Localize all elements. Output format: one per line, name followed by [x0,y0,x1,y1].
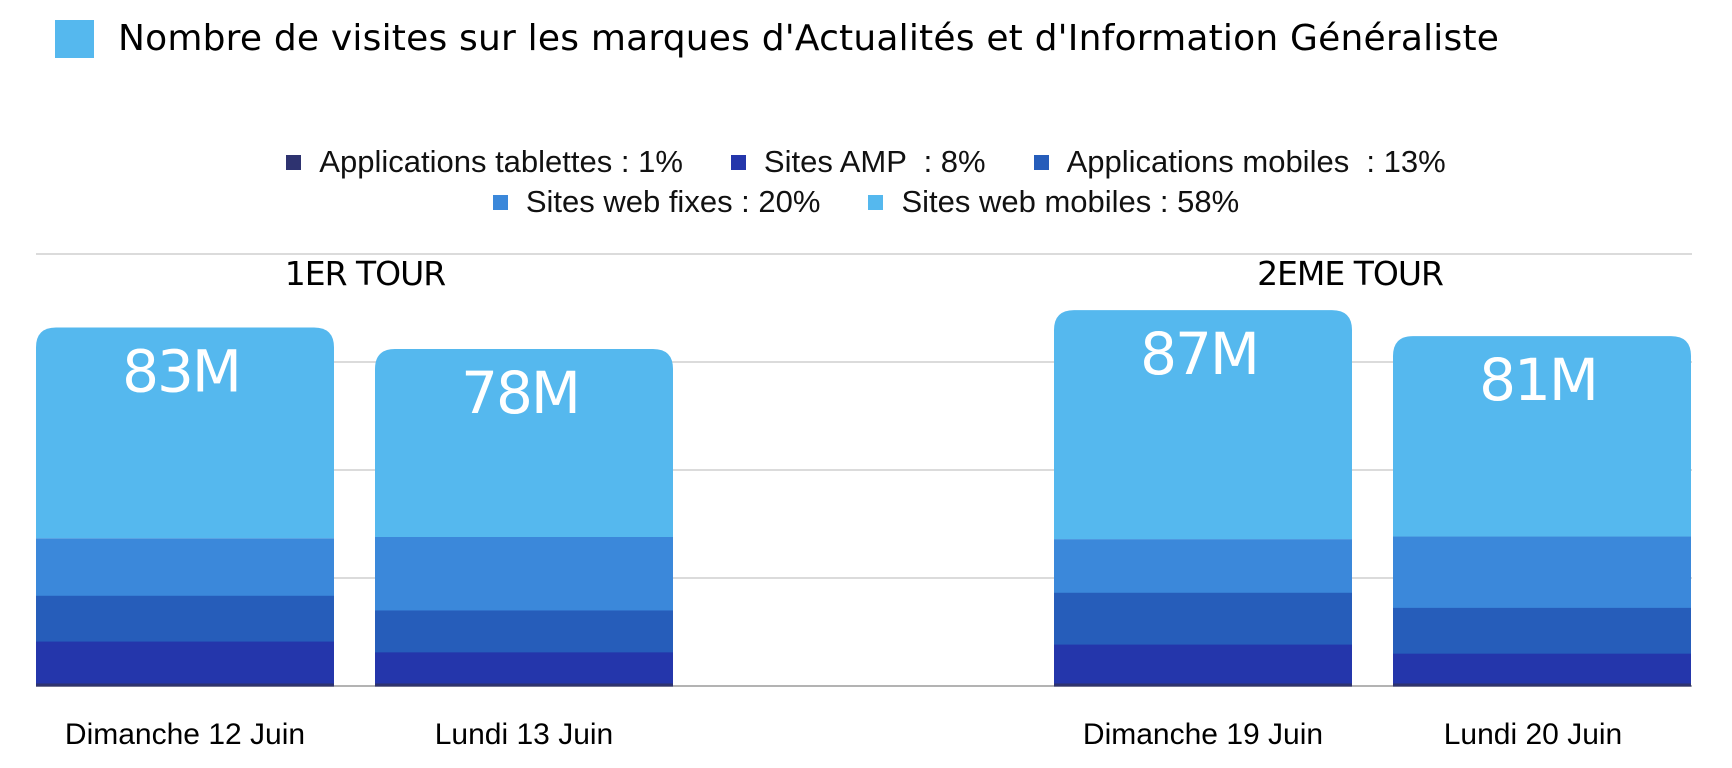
bar-stack: 81M [1393,336,1691,687]
bar-segment-sites-web-fixes [1393,536,1691,608]
legend-marker-icon [1033,154,1049,170]
chart-title: Nombre de visites sur les marques d'Actu… [55,18,1499,59]
bar-segment-applications-tablettes [1393,682,1691,687]
bar-stack: 87M [1054,310,1352,687]
legend-marker-icon [286,154,302,170]
legend-marker-icon [868,194,884,210]
bar-stack: 78M [375,349,673,687]
legend: Applications tablettes : 1% Sites AMP : … [0,142,1732,222]
group-label-second-round: 2EME TOUR [1257,254,1443,293]
x-label: Dimanche 19 Juin [1083,718,1323,751]
bar-value-label: 78M [461,359,579,427]
bar-segment-sites-web-mobiles [1393,336,1691,537]
legend-label: Applications mobiles : 13% [1066,144,1446,179]
bar-segment-sites-web-fixes [1054,539,1352,593]
bar-segment-applications-mobiles [375,609,673,653]
legend-item-tablet-apps: Applications tablettes : 1% [286,144,683,180]
bar-value-label: 81M [1479,346,1597,414]
legend-item-desktop-web: Sites web fixes : 20% [492,184,821,220]
bar-segment-applications-tablettes [36,682,334,687]
legend-marker-icon [730,154,746,170]
legend-item-mobile-apps: Applications mobiles : 13% [1033,144,1446,180]
x-label: Lundi 13 Juin [435,718,613,751]
chart-title-text: Nombre de visites sur les marques d'Actu… [118,18,1500,59]
bar-value-label: 87M [1140,320,1258,388]
group-label-first-round: 1ER TOUR [285,254,446,293]
bar-segment-applications-tablettes [375,682,673,687]
bars: 83M 78M 87M 81M [36,310,1691,687]
legend-label: Sites web mobiles : 58% [901,184,1240,219]
bar-segment-sites-web-mobiles [1054,310,1352,540]
bar-stack: 83M [36,327,334,687]
x-axis-labels: Dimanche 12 Juin Lundi 13 Juin Dimanche … [65,718,1622,751]
bar-segment-applications-tablettes [1054,682,1352,687]
legend-item-amp-sites: Sites AMP : 8% [730,144,986,180]
bar-segment-sites-amp [36,641,334,684]
legend-label: Applications tablettes : 1% [319,144,683,179]
legend-label: Sites AMP : 8% [763,144,986,179]
legend-label: Sites web fixes : 20% [525,184,821,219]
bar-segment-sites-web-mobiles [375,349,673,537]
bar-segment-applications-mobiles [1054,592,1352,645]
legend-item-mobile-web: Sites web mobiles : 58% [868,184,1239,220]
bar-segment-sites-amp [1393,653,1691,684]
title-swatch-icon [55,19,94,58]
bar-segment-applications-mobiles [36,595,334,642]
x-label: Dimanche 12 Juin [65,718,305,751]
bar-segment-sites-amp [375,651,673,684]
bar-segment-sites-web-fixes [375,536,673,611]
group-labels: 1ER TOUR 2EME TOUR [285,254,1444,293]
bar-segment-sites-amp [1054,644,1352,684]
legend-marker-icon [492,194,508,210]
bar-segment-sites-web-mobiles [36,327,334,539]
bar-segment-sites-web-fixes [36,538,334,596]
legend-row-2: Sites web fixes : 20% Sites web mobiles … [0,182,1732,222]
legend-row-1: Applications tablettes : 1% Sites AMP : … [0,142,1732,182]
x-label: Lundi 20 Juin [1444,718,1622,751]
bar-value-label: 83M [122,337,240,405]
bar-segment-applications-mobiles [1393,607,1691,654]
